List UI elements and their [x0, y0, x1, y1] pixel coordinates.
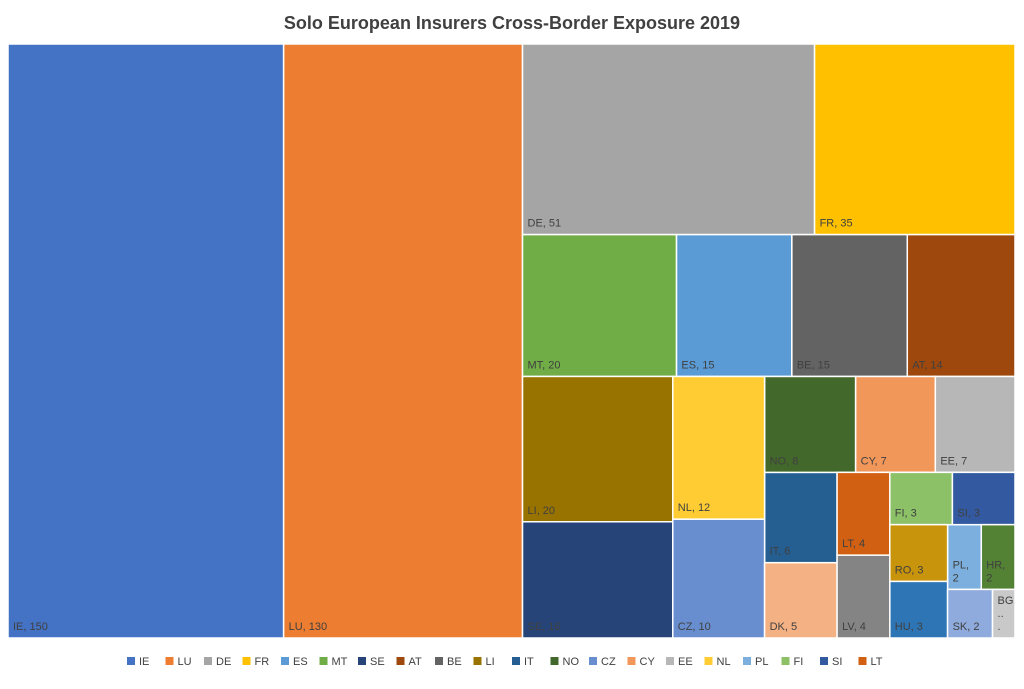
legend-swatch — [858, 657, 867, 665]
legend-swatch — [743, 657, 751, 665]
legend-swatch — [319, 657, 328, 665]
treemap-tile — [521, 375, 674, 523]
legend-label: IT — [524, 656, 534, 668]
treemap-tile — [7, 43, 285, 639]
legend-label: CZ — [601, 656, 616, 668]
legend-label: DE — [216, 656, 231, 668]
treemap-tile — [934, 375, 1016, 474]
legend-swatch — [704, 657, 713, 665]
treemap-tile — [763, 375, 857, 474]
data-label: DE, 51 — [528, 218, 562, 230]
legend-swatch — [589, 657, 597, 665]
legend-swatch — [242, 657, 251, 665]
legend-swatch — [204, 657, 212, 665]
treemap-tile — [672, 375, 766, 520]
legend-label: MT — [332, 656, 348, 668]
data-label: LI, 20 — [528, 505, 556, 517]
treemap-tile — [813, 43, 1016, 236]
data-label: BG... — [998, 595, 1014, 633]
legend-label: LT — [871, 656, 883, 668]
legend-swatch — [627, 657, 636, 665]
treemap-tile — [763, 561, 838, 639]
legend-swatch — [358, 657, 366, 665]
data-label: DK, 5 — [770, 621, 798, 633]
legend-swatch — [666, 657, 674, 665]
legend-label: SI — [832, 656, 842, 668]
legend-swatch — [435, 657, 443, 665]
legend-label: BE — [447, 656, 462, 668]
treemap-tile — [282, 43, 524, 639]
legend-label: NO — [563, 656, 580, 668]
chart-title: Solo European Insurers Cross-Border Expo… — [284, 13, 740, 33]
treemap-tile — [675, 233, 793, 378]
data-label: PL, 2 — [953, 559, 970, 584]
legend-label: LI — [486, 656, 495, 668]
legend-swatch — [165, 657, 174, 665]
legend-label: EE — [678, 656, 693, 668]
data-label: HR, 2 — [986, 559, 1005, 584]
legend-label: CY — [640, 656, 656, 668]
legend-label: FR — [255, 656, 270, 668]
data-label: CZ, 10 — [678, 621, 711, 633]
data-label: IT, 6 — [770, 546, 791, 558]
treemap-tile — [889, 523, 949, 583]
data-label: RO, 3 — [895, 564, 924, 576]
legend-swatch — [396, 657, 405, 665]
data-label: CY, 7 — [861, 455, 887, 467]
treemap-tile — [763, 471, 838, 564]
legend-label: AT — [409, 656, 423, 668]
legend-label: FI — [794, 656, 804, 668]
legend-label: LU — [178, 656, 192, 668]
data-label: FR, 35 — [820, 218, 853, 230]
treemap-tile — [521, 43, 816, 236]
treemap-tile — [521, 233, 678, 378]
legend-label: SE — [370, 656, 385, 668]
legend-swatch — [820, 657, 828, 665]
legend-swatch — [281, 657, 289, 665]
data-label: EE, 7 — [940, 455, 967, 467]
legend-swatch — [512, 657, 520, 665]
legend-swatch — [550, 657, 559, 665]
treemap-tile — [889, 580, 949, 639]
data-label: MT, 20 — [528, 359, 561, 371]
data-label: LU, 130 — [289, 621, 328, 633]
legend-label: PL — [755, 656, 768, 668]
data-label: SI, 3 — [957, 508, 980, 520]
legend-swatch — [127, 657, 135, 665]
data-label: SK, 2 — [953, 621, 980, 633]
legend-label: IE — [139, 656, 149, 668]
legend-label: NL — [717, 656, 731, 668]
treemap-tile — [791, 233, 909, 378]
legend-swatch — [473, 657, 482, 665]
treemap-tile — [991, 588, 1016, 639]
data-label: ES, 15 — [681, 359, 714, 371]
data-label: LV, 4 — [842, 621, 866, 633]
data-label: AT, 14 — [912, 359, 942, 371]
data-label: LT, 4 — [842, 538, 865, 550]
data-label: NO, 8 — [770, 455, 799, 467]
treemap-tile — [672, 518, 766, 639]
treemap-tile — [836, 554, 891, 639]
treemap-tile — [906, 233, 1016, 378]
treemap-tile — [521, 521, 674, 639]
data-label: HU, 3 — [895, 621, 923, 633]
legend-label: ES — [293, 656, 308, 668]
data-label: IE, 150 — [13, 621, 48, 633]
legend-swatch — [781, 657, 790, 665]
data-label: SE, 16 — [528, 621, 561, 633]
data-label: FI, 3 — [895, 508, 917, 520]
data-label: BE, 15 — [797, 359, 830, 371]
data-label: NL, 12 — [678, 502, 710, 514]
